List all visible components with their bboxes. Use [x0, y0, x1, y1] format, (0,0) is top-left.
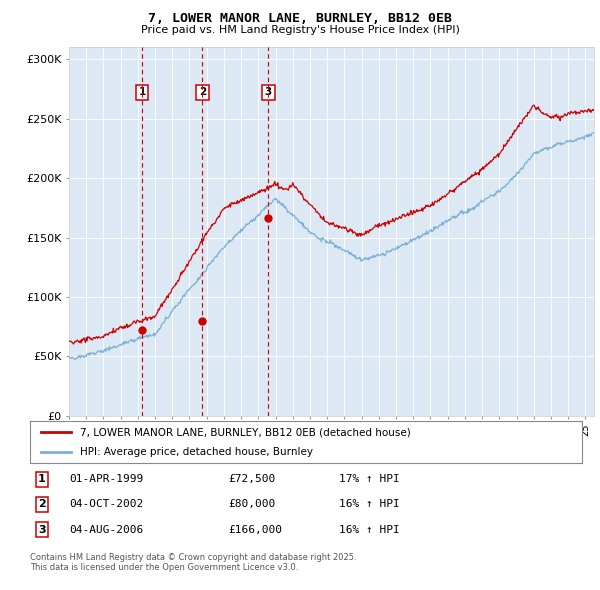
- Text: 1: 1: [139, 87, 146, 97]
- Text: This data is licensed under the Open Government Licence v3.0.: This data is licensed under the Open Gov…: [30, 563, 298, 572]
- Text: 2: 2: [38, 500, 46, 509]
- Text: 04-AUG-2006: 04-AUG-2006: [69, 525, 143, 535]
- Text: 3: 3: [38, 525, 46, 535]
- Text: 7, LOWER MANOR LANE, BURNLEY, BB12 0EB (detached house): 7, LOWER MANOR LANE, BURNLEY, BB12 0EB (…: [80, 427, 410, 437]
- Text: £72,500: £72,500: [228, 474, 275, 484]
- Text: 16% ↑ HPI: 16% ↑ HPI: [339, 500, 400, 509]
- Text: Contains HM Land Registry data © Crown copyright and database right 2025.: Contains HM Land Registry data © Crown c…: [30, 553, 356, 562]
- Text: 16% ↑ HPI: 16% ↑ HPI: [339, 525, 400, 535]
- Text: 3: 3: [265, 87, 272, 97]
- Text: 2: 2: [199, 87, 206, 97]
- Text: £166,000: £166,000: [228, 525, 282, 535]
- Text: 01-APR-1999: 01-APR-1999: [69, 474, 143, 484]
- Text: £80,000: £80,000: [228, 500, 275, 509]
- Text: 7, LOWER MANOR LANE, BURNLEY, BB12 0EB: 7, LOWER MANOR LANE, BURNLEY, BB12 0EB: [148, 12, 452, 25]
- Text: Price paid vs. HM Land Registry's House Price Index (HPI): Price paid vs. HM Land Registry's House …: [140, 25, 460, 35]
- Text: 1: 1: [38, 474, 46, 484]
- Text: 17% ↑ HPI: 17% ↑ HPI: [339, 474, 400, 484]
- Text: 04-OCT-2002: 04-OCT-2002: [69, 500, 143, 509]
- Text: HPI: Average price, detached house, Burnley: HPI: Average price, detached house, Burn…: [80, 447, 313, 457]
